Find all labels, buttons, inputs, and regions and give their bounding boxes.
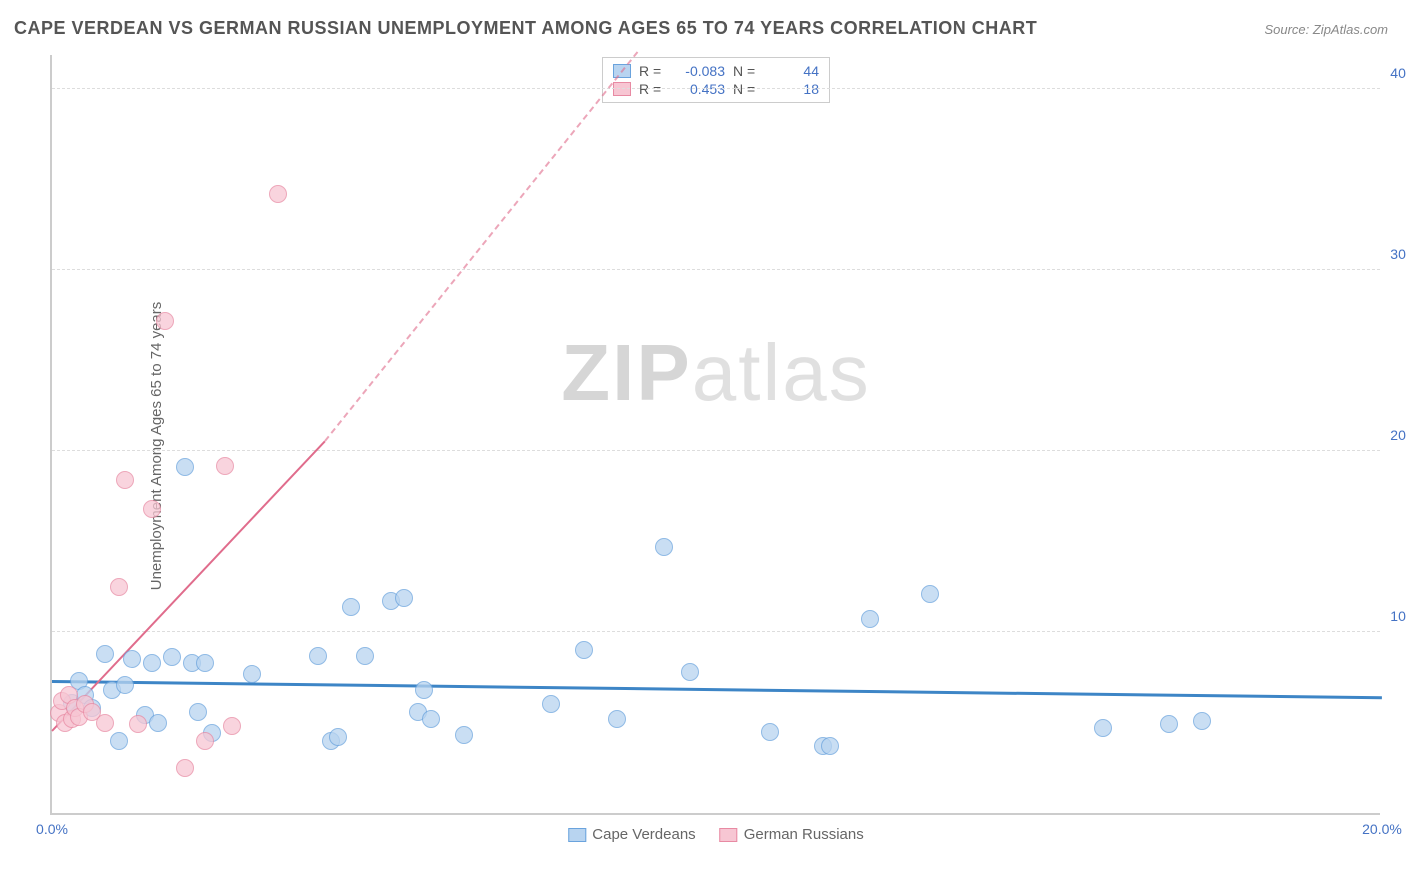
source-attribution: Source: ZipAtlas.com [1264, 22, 1388, 37]
series-legend-label: Cape Verdeans [592, 826, 695, 843]
gridline [52, 450, 1380, 451]
series-legend-label: German Russians [744, 826, 864, 843]
data-point [1193, 712, 1211, 730]
data-point [761, 723, 779, 741]
legend-n-label: N = [733, 63, 761, 79]
data-point [243, 665, 261, 683]
gridline [52, 88, 1380, 89]
x-tick-label: 0.0% [36, 821, 68, 837]
data-point [123, 650, 141, 668]
series-legend-item: Cape Verdeans [568, 826, 695, 843]
data-point [149, 714, 167, 732]
trend-line [51, 440, 325, 731]
x-tick-label: 20.0% [1362, 821, 1402, 837]
y-tick-label: 20.0% [1384, 427, 1406, 443]
y-tick-label: 30.0% [1384, 246, 1406, 262]
data-point [96, 714, 114, 732]
data-point [196, 654, 214, 672]
data-point [356, 647, 374, 665]
data-point [143, 654, 161, 672]
data-point [156, 312, 174, 330]
correlation-legend: R =-0.083N =44R =0.453N =18 [602, 57, 830, 103]
data-point [116, 676, 134, 694]
data-point [1094, 719, 1112, 737]
legend-swatch [568, 828, 586, 842]
data-point [223, 717, 241, 735]
data-point [1160, 715, 1178, 733]
data-point [189, 703, 207, 721]
data-point [309, 647, 327, 665]
data-point [681, 663, 699, 681]
y-tick-label: 40.0% [1384, 65, 1406, 81]
data-point [821, 737, 839, 755]
data-point [422, 710, 440, 728]
gridline [52, 631, 1380, 632]
y-tick-label: 10.0% [1384, 608, 1406, 624]
data-point [575, 641, 593, 659]
data-point [455, 726, 473, 744]
data-point [395, 589, 413, 607]
data-point [96, 645, 114, 663]
legend-swatch [720, 828, 738, 842]
legend-row: R = -0.083 N = 44 [613, 62, 819, 80]
data-point [921, 585, 939, 603]
chart-title: CAPE VERDEAN VS GERMAN RUSSIAN UNEMPLOYM… [14, 18, 1037, 39]
watermark-bold: ZIP [561, 328, 691, 417]
data-point [542, 695, 560, 713]
data-point [176, 458, 194, 476]
legend-r-label: R = [639, 63, 667, 79]
data-point [861, 610, 879, 628]
trend-line-dashed [324, 51, 638, 441]
data-point [143, 500, 161, 518]
legend-n-value: 44 [769, 63, 819, 79]
watermark-light: atlas [692, 328, 871, 417]
data-point [329, 728, 347, 746]
data-point [608, 710, 626, 728]
data-point [655, 538, 673, 556]
data-point [129, 715, 147, 733]
watermark: ZIPatlas [561, 327, 870, 419]
data-point [116, 471, 134, 489]
data-point [176, 759, 194, 777]
data-point [163, 648, 181, 666]
series-legend: Cape Verdeans German Russians [568, 826, 863, 843]
data-point [216, 457, 234, 475]
data-point [415, 681, 433, 699]
data-point [269, 185, 287, 203]
plot-area: ZIPatlas R =-0.083N =44R =0.453N =18 Cap… [50, 55, 1380, 815]
data-point [110, 578, 128, 596]
series-legend-item: German Russians [720, 826, 864, 843]
gridline [52, 269, 1380, 270]
data-point [110, 732, 128, 750]
data-point [196, 732, 214, 750]
legend-r-value: -0.083 [675, 63, 725, 79]
data-point [342, 598, 360, 616]
